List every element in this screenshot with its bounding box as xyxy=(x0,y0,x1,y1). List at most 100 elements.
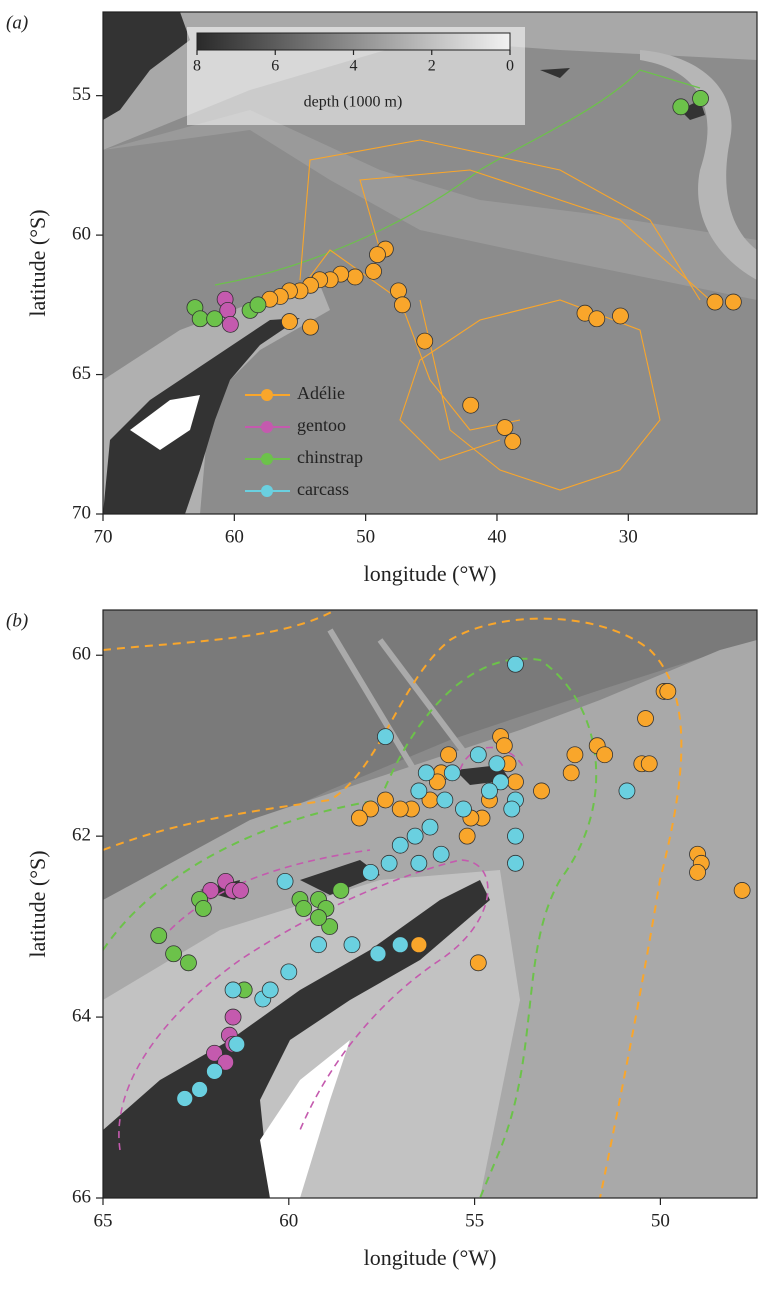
point xyxy=(563,765,579,781)
legend-label: gentoo xyxy=(297,415,346,435)
point xyxy=(392,801,408,817)
y-tick-label: 62 xyxy=(72,825,91,846)
point xyxy=(250,297,266,313)
point xyxy=(277,873,293,889)
x-tick-label: 60 xyxy=(225,526,244,547)
point xyxy=(381,855,397,871)
point xyxy=(392,937,408,953)
point xyxy=(496,738,512,754)
point xyxy=(612,308,628,324)
point xyxy=(533,783,549,799)
point xyxy=(225,1009,241,1025)
point xyxy=(347,269,363,285)
point xyxy=(504,801,520,817)
point xyxy=(151,928,167,944)
legend-marker xyxy=(261,389,273,401)
colorbar-tick-label: 6 xyxy=(271,58,279,75)
point xyxy=(281,314,297,330)
point xyxy=(392,837,408,853)
point xyxy=(567,747,583,763)
point xyxy=(638,711,654,727)
x-tick-label: 70 xyxy=(94,526,113,547)
x-tick-label: 65 xyxy=(94,1210,113,1231)
point xyxy=(507,774,523,790)
point xyxy=(690,864,706,880)
colorbar-label: depth (1000 m) xyxy=(304,94,403,111)
point xyxy=(394,297,410,313)
legend-label: chinstrap xyxy=(297,447,363,467)
point xyxy=(734,882,750,898)
point xyxy=(351,810,367,826)
y-tick-label: 70 xyxy=(72,502,91,523)
point xyxy=(192,1081,208,1097)
point xyxy=(232,882,248,898)
point xyxy=(333,882,349,898)
point xyxy=(166,946,182,962)
point xyxy=(344,937,360,953)
point xyxy=(262,982,278,998)
legend-label: Adélie xyxy=(297,383,345,403)
legend-marker xyxy=(261,485,273,497)
point xyxy=(497,420,513,436)
point xyxy=(418,765,434,781)
point xyxy=(455,801,471,817)
x-tick-label: 55 xyxy=(465,1210,484,1231)
legend-label: carcass xyxy=(297,479,349,499)
point xyxy=(370,946,386,962)
legend-marker xyxy=(261,421,273,433)
point xyxy=(407,828,423,844)
point xyxy=(225,982,241,998)
point xyxy=(302,319,318,335)
point xyxy=(411,855,427,871)
point xyxy=(589,311,605,327)
point xyxy=(707,294,723,310)
point xyxy=(641,756,657,772)
point xyxy=(481,783,497,799)
point xyxy=(180,955,196,971)
point xyxy=(725,294,741,310)
y-tick-label: 60 xyxy=(72,223,91,244)
y-axis-label: latitude (°S) xyxy=(25,209,50,316)
colorbar xyxy=(197,33,510,50)
point xyxy=(441,747,457,763)
point xyxy=(660,683,676,699)
y-axis-label: latitude (°S) xyxy=(25,850,50,957)
point xyxy=(311,937,327,953)
point xyxy=(444,765,460,781)
point xyxy=(422,819,438,835)
point xyxy=(417,333,433,349)
point xyxy=(192,311,208,327)
point xyxy=(411,937,427,953)
point xyxy=(673,99,689,115)
colorbar-tick-label: 8 xyxy=(193,58,201,75)
point xyxy=(433,846,449,862)
point xyxy=(207,311,223,327)
x-tick-label: 50 xyxy=(356,526,375,547)
point xyxy=(377,792,393,808)
point xyxy=(463,397,479,413)
y-tick-label: 60 xyxy=(72,644,91,665)
point xyxy=(281,964,297,980)
point xyxy=(489,756,505,772)
panel-label: (b) xyxy=(6,610,28,631)
point xyxy=(366,263,382,279)
point xyxy=(369,247,385,263)
figure: 706050403055606570longitude (°W)latitude… xyxy=(0,0,771,1292)
point xyxy=(437,792,453,808)
point xyxy=(470,955,486,971)
y-tick-label: 55 xyxy=(72,84,91,105)
point xyxy=(411,783,427,799)
y-tick-label: 64 xyxy=(72,1005,92,1026)
panel-label: (a) xyxy=(6,12,28,33)
point xyxy=(507,828,523,844)
point xyxy=(195,901,211,917)
point xyxy=(597,747,613,763)
point xyxy=(296,901,312,917)
point xyxy=(507,855,523,871)
point xyxy=(377,729,393,745)
point xyxy=(459,828,475,844)
colorbar-tick-label: 4 xyxy=(350,58,358,75)
point xyxy=(363,864,379,880)
point xyxy=(619,783,635,799)
point xyxy=(206,1063,222,1079)
